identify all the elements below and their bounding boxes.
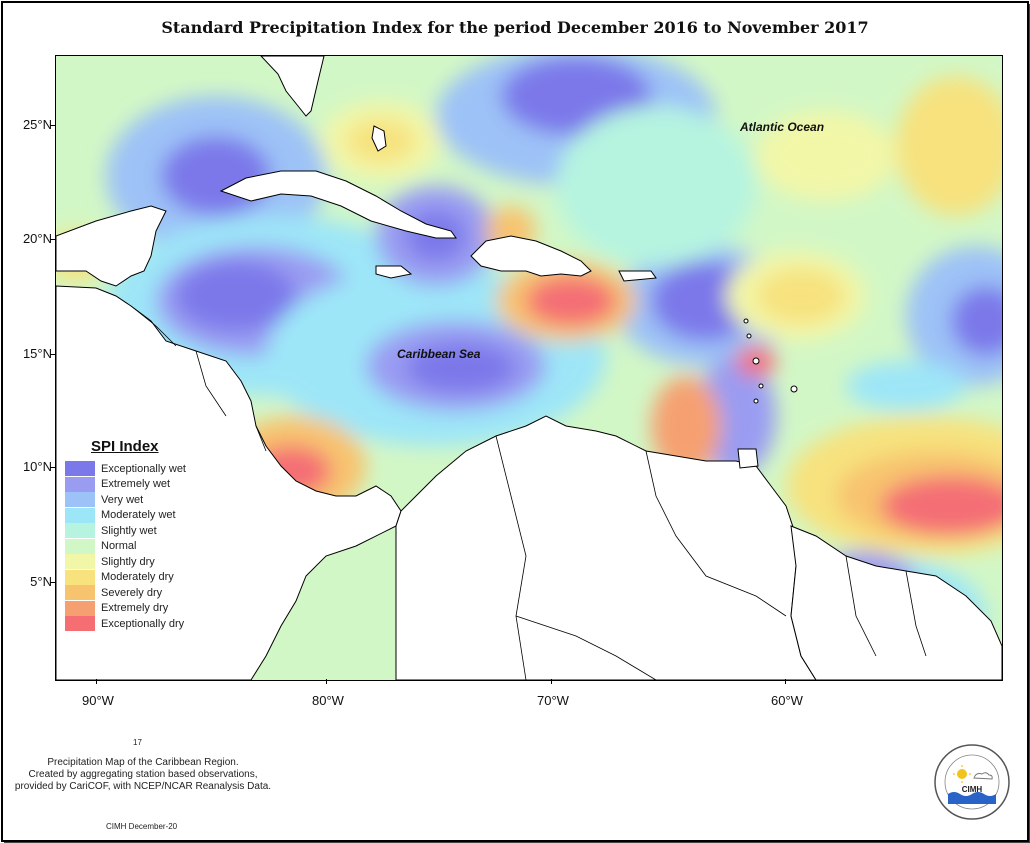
legend-label: Moderately dry <box>101 571 174 584</box>
legend-swatch <box>65 461 95 477</box>
legend-label: Slightly wet <box>101 524 157 537</box>
legend-item: Slightly dry <box>65 554 186 570</box>
lat-label-10n: 10°N <box>22 459 52 474</box>
country-borders <box>130 305 927 680</box>
lat-label-25n: 25°N <box>22 117 52 132</box>
legend-item: Exceptionally dry <box>65 616 186 632</box>
legend-swatch <box>65 523 95 539</box>
legend-swatch <box>65 554 95 570</box>
legend-swatch <box>65 492 95 508</box>
lon-tick <box>785 679 786 684</box>
lat-tick <box>50 582 55 583</box>
footer-note-line-2: Created by aggregating station based obs… <box>28 769 258 780</box>
footer-note: Precipitation Map of the Caribbean Regio… <box>8 757 278 793</box>
footer-date: CIMH December-20 <box>106 822 178 831</box>
lon-label-70w: 70°W <box>537 693 569 708</box>
legend-item: Exceptionally wet <box>65 461 186 477</box>
legend-label: Extremely dry <box>101 602 169 615</box>
logo-text: CIMH <box>962 785 983 794</box>
legend-label: Slightly dry <box>101 555 155 568</box>
footer-small-number: 17 <box>133 738 142 747</box>
legend-label: Exceptionally wet <box>101 462 186 475</box>
legend-item: Very wet <box>65 492 186 508</box>
lat-tick <box>50 354 55 355</box>
legend-label: Exceptionally dry <box>101 617 185 630</box>
spi-field-svg <box>56 56 1002 680</box>
legend-item: Extremely dry <box>65 600 186 617</box>
legend-label: Normal <box>101 540 137 553</box>
legend-item: Normal <box>65 538 186 555</box>
lon-tick <box>551 679 552 684</box>
legend-swatch <box>65 569 95 585</box>
legend-swatch <box>65 507 95 523</box>
spi-legend: SPI Index Exceptionally wet Extremely wet… <box>65 438 186 632</box>
lon-label-80w: 80°W <box>312 693 344 708</box>
legend-swatch <box>65 616 95 632</box>
legend-label: Moderately wet <box>101 509 176 522</box>
cimh-logo-icon: CIMH <box>934 744 1010 820</box>
legend-item: Extremely wet <box>65 476 186 493</box>
lat-tick <box>50 125 55 126</box>
legend-swatch <box>65 600 95 616</box>
spi-map <box>55 55 1003 681</box>
legend-rows: Exceptionally wet Extremely wet Very wet Mo… <box>65 461 186 632</box>
lat-label-5n: 5°N <box>30 574 52 589</box>
legend-swatch <box>65 585 95 601</box>
lon-label-90w: 90°W <box>82 693 114 708</box>
map-title: Standard Precipitation Index for the per… <box>161 18 869 37</box>
legend-item: Moderately dry <box>65 569 186 586</box>
atlantic-ocean-label: Atlantic Ocean <box>740 120 825 134</box>
lat-tick <box>50 467 55 468</box>
lon-label-60w: 60°W <box>771 693 803 708</box>
footer-note-line-3: provided by CariCOF, with NCEP/NCAR Rean… <box>14 781 272 792</box>
legend-item: Moderately wet <box>65 507 186 524</box>
legend-item: Slightly wet <box>65 523 186 539</box>
legend-title: SPI Index <box>91 438 159 455</box>
legend-label: Extremely wet <box>101 478 171 491</box>
lat-label-20n: 20°N <box>22 231 52 246</box>
lon-tick <box>326 679 327 684</box>
legend-item: Severely dry <box>65 585 186 601</box>
legend-label: Severely dry <box>101 586 163 599</box>
legend-label: Very wet <box>101 493 144 506</box>
lat-tick <box>50 239 55 240</box>
legend-swatch <box>65 476 95 492</box>
lon-tick <box>96 679 97 684</box>
caribbean-sea-label: Caribbean Sea <box>397 347 481 361</box>
legend-swatch <box>65 538 95 554</box>
lat-label-15n: 15°N <box>22 346 52 361</box>
land-masses <box>56 56 1002 680</box>
footer-note-line-1: Precipitation Map of the Caribbean Regio… <box>47 757 239 768</box>
